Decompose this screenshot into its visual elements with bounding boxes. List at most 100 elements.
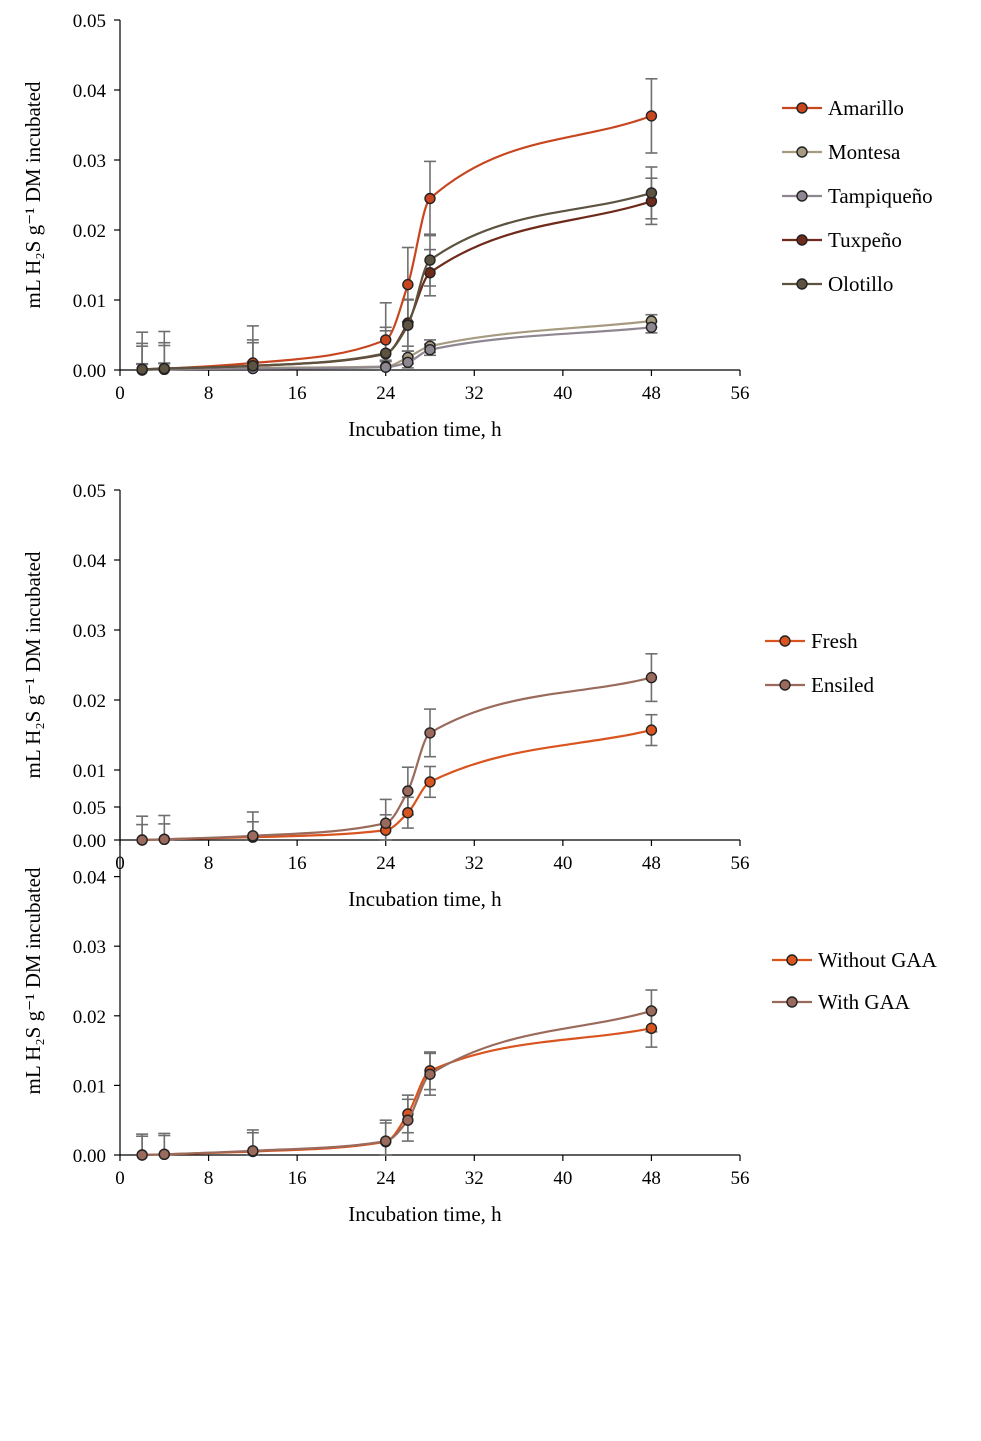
data-point — [645, 1022, 658, 1035]
y-tick-label: 0.04 — [73, 551, 107, 572]
x-tick-label: 32 — [465, 1168, 484, 1189]
y-tick-label: 0.02 — [73, 221, 106, 242]
legend-label: Olotillo — [828, 272, 893, 296]
x-tick-label: 16 — [288, 853, 307, 874]
x-tick-label: 8 — [204, 1168, 214, 1189]
y-tick-label: 0.03 — [73, 151, 106, 172]
legend-label: Ensiled — [811, 673, 874, 697]
legend-marker — [796, 146, 808, 158]
data-point — [402, 319, 414, 331]
data-point — [424, 727, 436, 739]
legend-label: Without GAA — [818, 948, 938, 972]
data-point — [645, 671, 658, 684]
x-tick-label: 48 — [642, 1168, 661, 1189]
data-point — [424, 267, 436, 279]
y-tick-label: 0.01 — [73, 291, 106, 312]
legend-marker — [779, 679, 791, 691]
x-tick-label: 48 — [642, 383, 661, 404]
data-point — [424, 254, 436, 266]
chart-panel-1: 0.00 0.01 0.02 0.03 0.04 0.05 0 8 16 24 32 40 48 56 In… — [21, 11, 933, 441]
data-point — [402, 278, 414, 291]
data-point — [380, 361, 392, 373]
data-point — [402, 1114, 414, 1126]
data-point — [136, 363, 148, 375]
x-tick-label: 0 — [115, 1168, 125, 1189]
data-point — [380, 817, 392, 829]
data-point — [380, 334, 392, 346]
y-tick-label: 0.05 — [73, 481, 106, 502]
y-tick-label: 0.05 — [73, 11, 106, 32]
legend-label: Fresh — [811, 629, 858, 653]
chart-panel-2: 0.000.010.020.030.040.050 8 16 24 32 40 48 56In… — [21, 481, 874, 911]
y-tick-label: 0.05 — [73, 798, 106, 819]
y-tick-label: 0.03 — [73, 621, 106, 642]
x-tick-label: 16 — [288, 1168, 307, 1189]
y-tick-label: 0.03 — [73, 937, 106, 958]
data-point — [136, 834, 148, 846]
x-tick-label: 16 — [288, 383, 307, 404]
data-point — [247, 360, 259, 372]
data-point — [424, 776, 436, 788]
data-point — [645, 1005, 658, 1017]
x-tick-label: 56 — [731, 853, 750, 874]
data-point — [247, 830, 259, 842]
chart-panel-3: 0.00 0.01 0.02 0.03 0.04 0.05 0 8 16 24 32 40 48 56 In… — [21, 798, 938, 1226]
data-point — [402, 807, 414, 819]
x-tick-label: 0 — [115, 383, 125, 404]
legend-label: With GAA — [818, 990, 911, 1014]
x-tick-label: 40 — [553, 1168, 572, 1189]
y-tick-label: 0.02 — [73, 1007, 106, 1028]
y-axis-title: mL H₂S g⁻¹ DM incubated — [21, 551, 45, 778]
y-axis-title: mL H₂S g⁻¹ DM incubated — [21, 81, 45, 308]
y-tick-label: 0.00 — [73, 1146, 106, 1167]
legend-marker — [796, 234, 808, 246]
legend-marker — [786, 954, 798, 966]
data-point — [136, 1149, 148, 1161]
y-tick-label: 0.02 — [73, 691, 106, 712]
x-tick-label: 56 — [731, 383, 750, 404]
data-point — [645, 321, 658, 333]
y-tick-label: 0.01 — [73, 761, 106, 782]
data-point — [158, 833, 170, 845]
legend-label: Amarillo — [828, 96, 904, 120]
legend-marker — [796, 102, 808, 114]
x-axis-title: Incubation time, h — [348, 887, 502, 911]
x-tick-label: 40 — [553, 853, 572, 874]
x-tick-label: 32 — [465, 853, 484, 874]
x-tick-label: 8 — [204, 853, 214, 874]
x-tick-label: 40 — [553, 383, 572, 404]
x-tick-label: 8 — [204, 383, 214, 404]
legend-marker — [779, 635, 791, 647]
x-axis-title: Incubation time, h — [348, 1202, 502, 1226]
y-axis-title: mL H₂S g⁻¹ DM incubated — [21, 867, 45, 1094]
data-point — [158, 1148, 170, 1161]
x-tick-label: 48 — [642, 853, 661, 874]
series-line-2 — [142, 319, 652, 372]
legend-label: Tuxpeño — [828, 228, 902, 252]
data-point — [380, 1135, 392, 1147]
data-point — [380, 347, 392, 359]
legend-label: Montesa — [828, 140, 901, 164]
series-line-2 — [142, 676, 652, 842]
data-point — [402, 785, 414, 797]
series-line-2 — [142, 1009, 652, 1157]
x-tick-label: 24 — [376, 383, 396, 404]
x-tick-label: 24 — [376, 853, 396, 874]
data-point — [645, 724, 658, 736]
y-tick-label: 0.01 — [73, 1076, 106, 1097]
y-tick-label: 0.00 — [73, 831, 106, 852]
x-tick-label: 24 — [376, 1168, 396, 1189]
series-line-1 — [142, 729, 652, 842]
y-tick-label: 0.04 — [73, 81, 107, 102]
y-tick-label: 0.00 — [73, 361, 106, 382]
data-point — [645, 187, 658, 199]
data-point — [158, 362, 170, 375]
data-point — [402, 356, 414, 368]
x-tick-label: 32 — [465, 383, 484, 404]
data-point — [424, 1068, 436, 1080]
legend-marker — [796, 190, 808, 202]
x-axis-title: Incubation time, h — [348, 417, 502, 441]
x-tick-label: 56 — [731, 1168, 750, 1189]
series-line-1 — [142, 114, 652, 371]
